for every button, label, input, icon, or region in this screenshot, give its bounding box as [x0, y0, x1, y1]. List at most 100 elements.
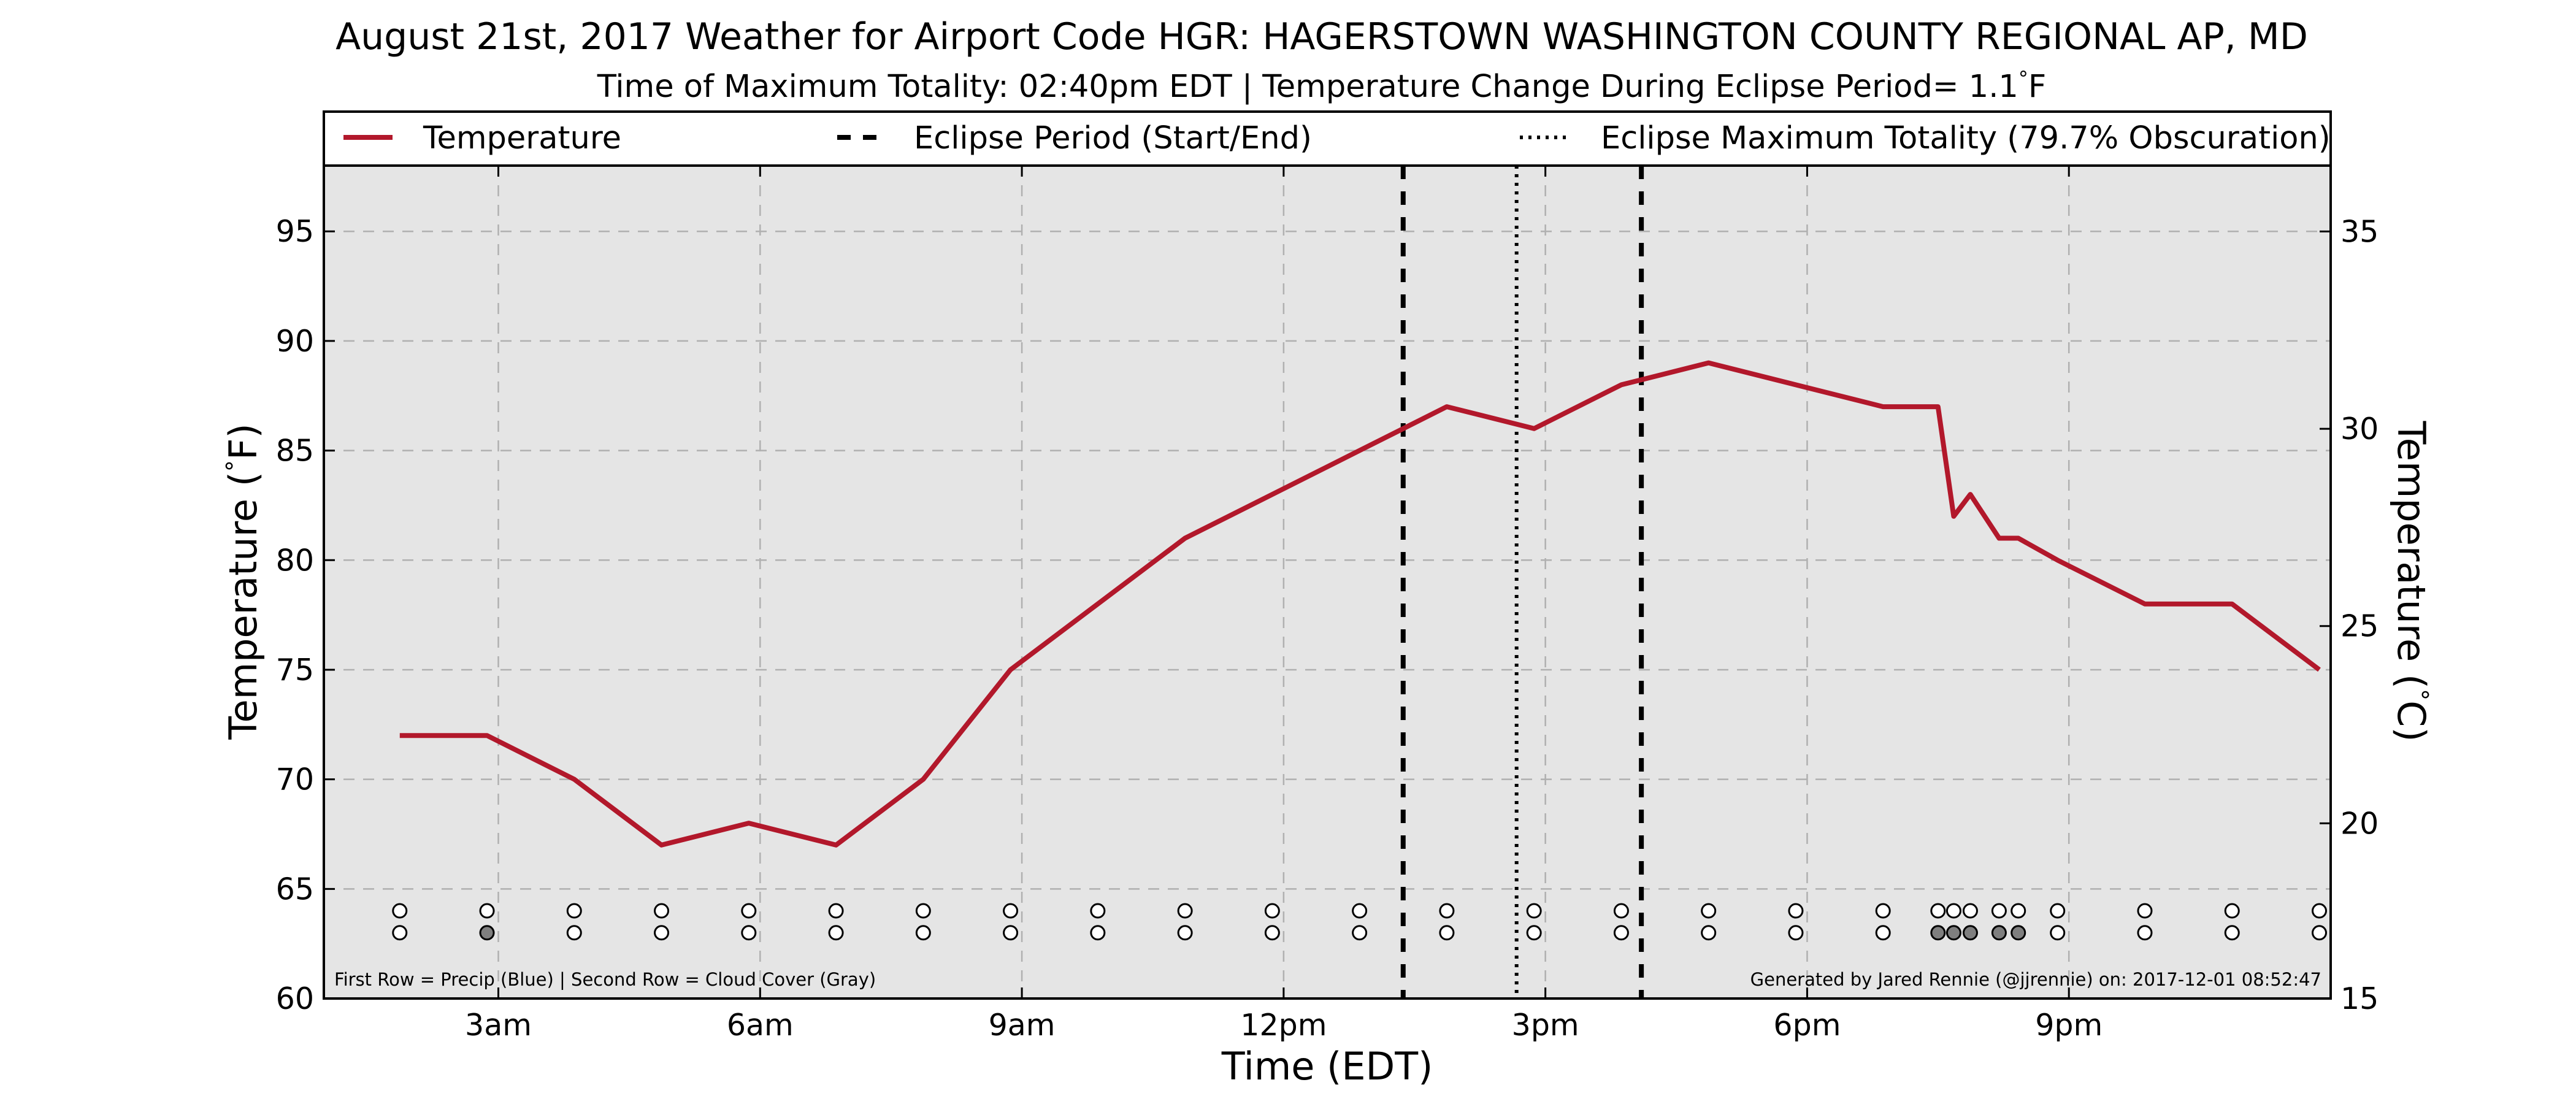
precip-marker — [1875, 903, 1891, 919]
footnote-legend: First Row = Precip (Blue) | Second Row =… — [334, 969, 876, 990]
cloud-marker — [1264, 925, 1280, 941]
y2-axis-ticks: 15 20 25 30 35 — [2320, 214, 2379, 1016]
y2-tick-label: 20 — [2340, 806, 2379, 841]
cloud-marker — [1962, 925, 1978, 941]
precip-marker — [2137, 903, 2153, 919]
cloud-marker — [828, 925, 844, 941]
temperature-line — [399, 360, 2321, 848]
y-axis-label-degree: ° — [221, 460, 248, 472]
legend-box — [323, 110, 2332, 167]
y-tick-label: 60 — [276, 981, 314, 1016]
cloud-marker — [2312, 925, 2328, 941]
precip-marker — [566, 903, 582, 919]
precip-marker — [828, 903, 844, 919]
precip-marker — [2224, 903, 2240, 919]
y-axis-label: Temperature (°F) — [221, 423, 266, 740]
precip-marker — [1962, 903, 1978, 919]
y-tick-label: 75 — [276, 653, 314, 688]
temperature-series — [399, 360, 2321, 848]
cloud-marker — [2050, 925, 2066, 941]
y-tick-label: 70 — [276, 762, 314, 797]
x-tick-label: 9am — [989, 1008, 1056, 1043]
cloud-marker — [392, 925, 408, 941]
cloud-marker — [1352, 925, 1368, 941]
y2-tick-label: 25 — [2340, 609, 2379, 644]
precip-marker — [1090, 903, 1106, 919]
precip-marker — [2312, 903, 2328, 919]
y2-axis-label-unit: C) — [2389, 700, 2434, 742]
y-axis-label-unit: F) — [221, 423, 266, 460]
cloud-marker — [2224, 925, 2240, 941]
legend-eclipse-max-label: Eclipse Maximum Totality (79.7% Obscurat… — [1601, 120, 2331, 156]
precip-marker — [1264, 903, 1280, 919]
precip-marker — [392, 903, 408, 919]
y-axis-label-text: Temperature ( — [221, 472, 266, 740]
cloud-marker — [1177, 925, 1193, 941]
cloud-marker — [479, 925, 495, 941]
cloud-marker — [915, 925, 931, 941]
cloud-marker — [1930, 925, 1946, 941]
precip-marker — [741, 903, 757, 919]
x-tick-label: 12pm — [1240, 1008, 1327, 1043]
cloud-marker — [654, 925, 670, 941]
y-tick-label: 65 — [276, 872, 314, 907]
grid-lines — [324, 166, 2331, 999]
chart-subtitle: Time of Maximum Totality: 02:40pm EDT | … — [597, 67, 2046, 105]
cloud-marker — [1090, 925, 1106, 941]
precip-marker — [1439, 903, 1455, 919]
cloud-marker — [1945, 925, 1961, 941]
precip-marker — [2050, 903, 2066, 919]
precip-marker — [479, 903, 495, 919]
cloud-marker — [1701, 925, 1717, 941]
legend-eclipse-period-label: Eclipse Period (Start/End) — [914, 120, 1312, 156]
legend: Temperature Eclipse Period (Start/End) E… — [323, 110, 2332, 167]
precip-marker — [2011, 903, 2026, 919]
cloud-marker — [1788, 925, 1804, 941]
eclipse-lines — [1400, 166, 1644, 999]
footnote-credit: Generated by Jared Rennie (@jjrennie) on… — [1750, 969, 2321, 990]
cloud-marker — [1526, 925, 1542, 941]
subtitle-unit: F — [2028, 69, 2046, 105]
precip-marker — [1945, 903, 1961, 919]
x-tick-label: 6am — [727, 1008, 794, 1043]
precip-marker — [654, 903, 670, 919]
y2-tick-label: 30 — [2340, 412, 2379, 447]
x-tick-label: 3pm — [1512, 1008, 1579, 1043]
cloud-marker — [566, 925, 582, 941]
cloud-marker — [1003, 925, 1019, 941]
y2-axis-label: Temperature (°C) — [2389, 420, 2434, 742]
precip-marker — [1930, 903, 1946, 919]
y2-tick-label: 35 — [2340, 214, 2379, 249]
cloud-marker — [2137, 925, 2153, 941]
y-tick-label: 90 — [276, 324, 314, 359]
cloud-marker — [1613, 925, 1629, 941]
y2-axis-label-text: Temperature ( — [2389, 420, 2434, 689]
precip-marker — [1003, 903, 1019, 919]
x-tick-label: 3am — [465, 1008, 532, 1043]
cloud-marker — [1991, 925, 2007, 941]
cloud-marker — [741, 925, 757, 941]
y-tick-label: 95 — [276, 214, 314, 249]
legend-temperature-label: Temperature — [423, 120, 621, 156]
subtitle-degree: ° — [2018, 67, 2028, 90]
precip-marker — [1991, 903, 2007, 919]
subtitle-text: Time of Maximum Totality: 02:40pm EDT | … — [597, 69, 2018, 105]
cloud-marker — [1875, 925, 1891, 941]
cloud-marker — [1439, 925, 1455, 941]
precip-marker — [1177, 903, 1193, 919]
chart-title: August 21st, 2017 Weather for Airport Co… — [335, 15, 2308, 58]
x-axis-label: Time (EDT) — [1221, 1044, 1433, 1089]
x-tick-label: 9pm — [2035, 1008, 2103, 1043]
precip-marker — [1701, 903, 1717, 919]
precip-marker — [1788, 903, 1804, 919]
precip-marker — [1526, 903, 1542, 919]
y2-tick-label: 15 — [2340, 981, 2379, 1016]
precip-marker — [915, 903, 931, 919]
y2-axis-label-degree: ° — [2406, 689, 2433, 700]
precip-marker — [1352, 903, 1368, 919]
precip-cloud-markers — [392, 903, 2328, 941]
plot-area — [324, 166, 2331, 999]
precip-marker — [1613, 903, 1629, 919]
x-tick-label: 6pm — [1773, 1008, 1841, 1043]
